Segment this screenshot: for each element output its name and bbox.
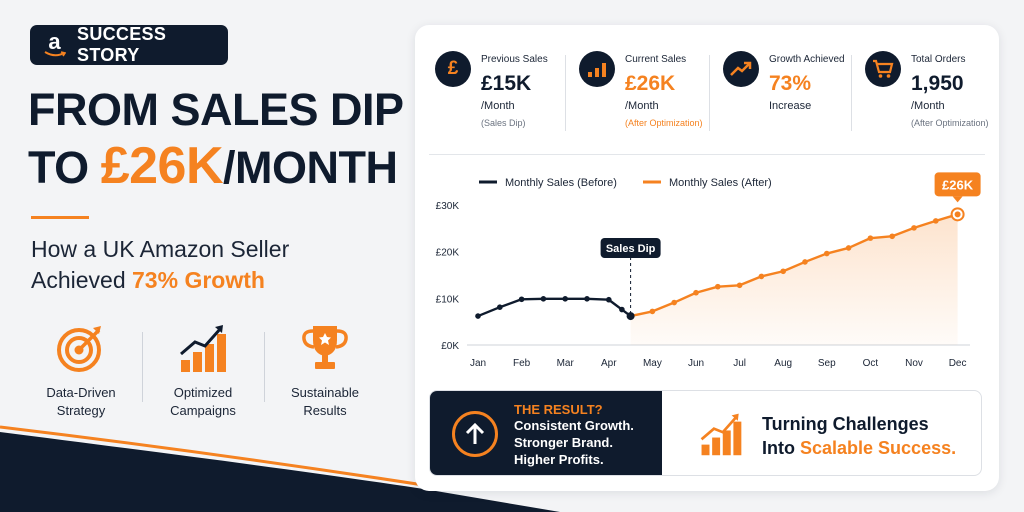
data-point bbox=[584, 296, 590, 302]
headline-line-1: FROM SALES DIP bbox=[28, 84, 404, 135]
stat-divider bbox=[565, 55, 566, 131]
sales-dip-point bbox=[626, 312, 635, 321]
data-point bbox=[911, 225, 917, 231]
headline-divider bbox=[31, 216, 89, 219]
stat-value: £15K bbox=[481, 72, 532, 95]
x-tick-label: May bbox=[643, 358, 662, 369]
stats-divider bbox=[429, 154, 985, 155]
headline-line-2: TO £26K/MONTH bbox=[28, 137, 398, 195]
legend-label: Monthly Sales (Before) bbox=[505, 177, 617, 189]
data-point bbox=[933, 218, 939, 224]
arrow-up-icon bbox=[452, 411, 498, 457]
badge-label: SUCCESS STORY bbox=[77, 24, 167, 65]
growth-chart-icon bbox=[698, 411, 744, 462]
x-tick-label: Feb bbox=[513, 358, 531, 369]
result-tagline: Turning Challenges Into Scalable Success… bbox=[662, 391, 981, 475]
feature-item-results: Sustainable Results bbox=[264, 322, 386, 422]
subheadline-highlight: 73% Growth bbox=[132, 267, 265, 293]
stat-value: 1,950 bbox=[911, 72, 964, 95]
sales-chart: £0K £10K £20K £30K Jan Feb Mar Apr May Jun Jul Aug S… bbox=[415, 165, 999, 385]
x-tick-label: Nov bbox=[905, 358, 923, 369]
tagline-text: Turning Challenges Into Scalable Success… bbox=[762, 414, 957, 458]
data-point bbox=[671, 299, 677, 306]
trophy-icon bbox=[297, 322, 353, 374]
y-tick-label: £30K bbox=[436, 201, 460, 212]
y-tick-label: £20K bbox=[436, 248, 460, 259]
callout-pointer bbox=[952, 196, 963, 203]
annotation-callout bbox=[600, 238, 661, 258]
x-tick-label: Jan bbox=[470, 358, 486, 369]
series-area bbox=[630, 214, 958, 345]
data-point bbox=[824, 250, 830, 257]
feature-label: Optimized Campaigns bbox=[170, 385, 236, 418]
pound-icon: £ bbox=[435, 51, 471, 87]
legend-label: Monthly Sales (After) bbox=[669, 177, 772, 189]
result-summary: THE RESULT? Consistent Growth. Stronger … bbox=[430, 391, 662, 475]
data-point bbox=[715, 283, 721, 290]
stat-divider bbox=[709, 55, 710, 131]
data-point bbox=[497, 304, 503, 310]
series-line bbox=[630, 213, 958, 318]
trend-up-icon bbox=[723, 51, 759, 87]
data-point bbox=[867, 235, 874, 241]
x-tick-label: Jul bbox=[733, 358, 746, 369]
data-point bbox=[758, 273, 765, 280]
data-point bbox=[736, 282, 743, 289]
feature-label: Data-Driven Strategy bbox=[46, 385, 116, 418]
feature-item-campaigns: Optimized Campaigns bbox=[142, 322, 264, 422]
stat-value: £26K bbox=[625, 72, 676, 95]
feature-list: Data-Driven Strategy Optimized Campaigns bbox=[20, 322, 400, 422]
feature-label: Sustainable Results bbox=[291, 385, 359, 418]
data-point bbox=[845, 245, 852, 251]
cart-icon bbox=[865, 51, 901, 87]
data-point bbox=[619, 306, 625, 313]
results-card: £ Previous Sales £15K /Month (Sales Dip)… bbox=[415, 25, 999, 491]
bar-chart-icon bbox=[579, 51, 615, 87]
annotation-label: £26K bbox=[942, 177, 974, 192]
amazon-logo-icon: a bbox=[42, 30, 67, 60]
stats-row: £ Previous Sales £15K /Month (Sales Dip)… bbox=[415, 25, 999, 153]
headline-highlight: £26K bbox=[100, 137, 224, 195]
data-point bbox=[693, 289, 699, 296]
annotation-callout bbox=[934, 172, 981, 197]
data-point bbox=[802, 259, 808, 265]
growth-chart-icon bbox=[175, 322, 231, 374]
y-tick-label: £10K bbox=[436, 294, 460, 305]
target-icon bbox=[53, 322, 109, 374]
annotation-label: Sales Dip bbox=[606, 243, 656, 255]
x-tick-label: Aug bbox=[774, 358, 792, 369]
headline: FROM SALES DIP TO £26K/MONTH bbox=[28, 82, 404, 196]
x-tick-label: Sep bbox=[818, 358, 836, 369]
x-tick-label: Apr bbox=[601, 358, 617, 369]
stat-divider bbox=[851, 55, 852, 131]
result-banner: THE RESULT? Consistent Growth. Stronger … bbox=[429, 390, 982, 476]
data-point bbox=[540, 296, 547, 302]
data-point bbox=[606, 296, 612, 303]
subheadline: How a UK Amazon Seller Achieved 73% Grow… bbox=[31, 236, 290, 293]
sales-line-chart: £0K £10K £20K £30K Jan Feb Mar Apr May Jun Jul Aug S… bbox=[436, 172, 981, 369]
feature-item-strategy: Data-Driven Strategy bbox=[20, 322, 142, 422]
data-point bbox=[889, 233, 895, 240]
data-point bbox=[562, 296, 568, 302]
peak-point bbox=[954, 211, 961, 218]
stat-value: 73% bbox=[769, 72, 812, 95]
x-tick-label: Dec bbox=[949, 358, 967, 369]
success-story-badge: a SUCCESS STORY bbox=[30, 24, 228, 65]
data-point bbox=[649, 308, 656, 315]
data-point bbox=[780, 268, 786, 275]
y-tick-label: £0K bbox=[441, 341, 459, 352]
x-tick-label: Oct bbox=[863, 358, 879, 369]
x-tick-label: Jun bbox=[688, 358, 704, 369]
result-title: THE RESULT? bbox=[514, 402, 603, 417]
data-point bbox=[475, 313, 481, 319]
data-point bbox=[518, 296, 525, 303]
x-tick-label: Mar bbox=[557, 358, 575, 369]
